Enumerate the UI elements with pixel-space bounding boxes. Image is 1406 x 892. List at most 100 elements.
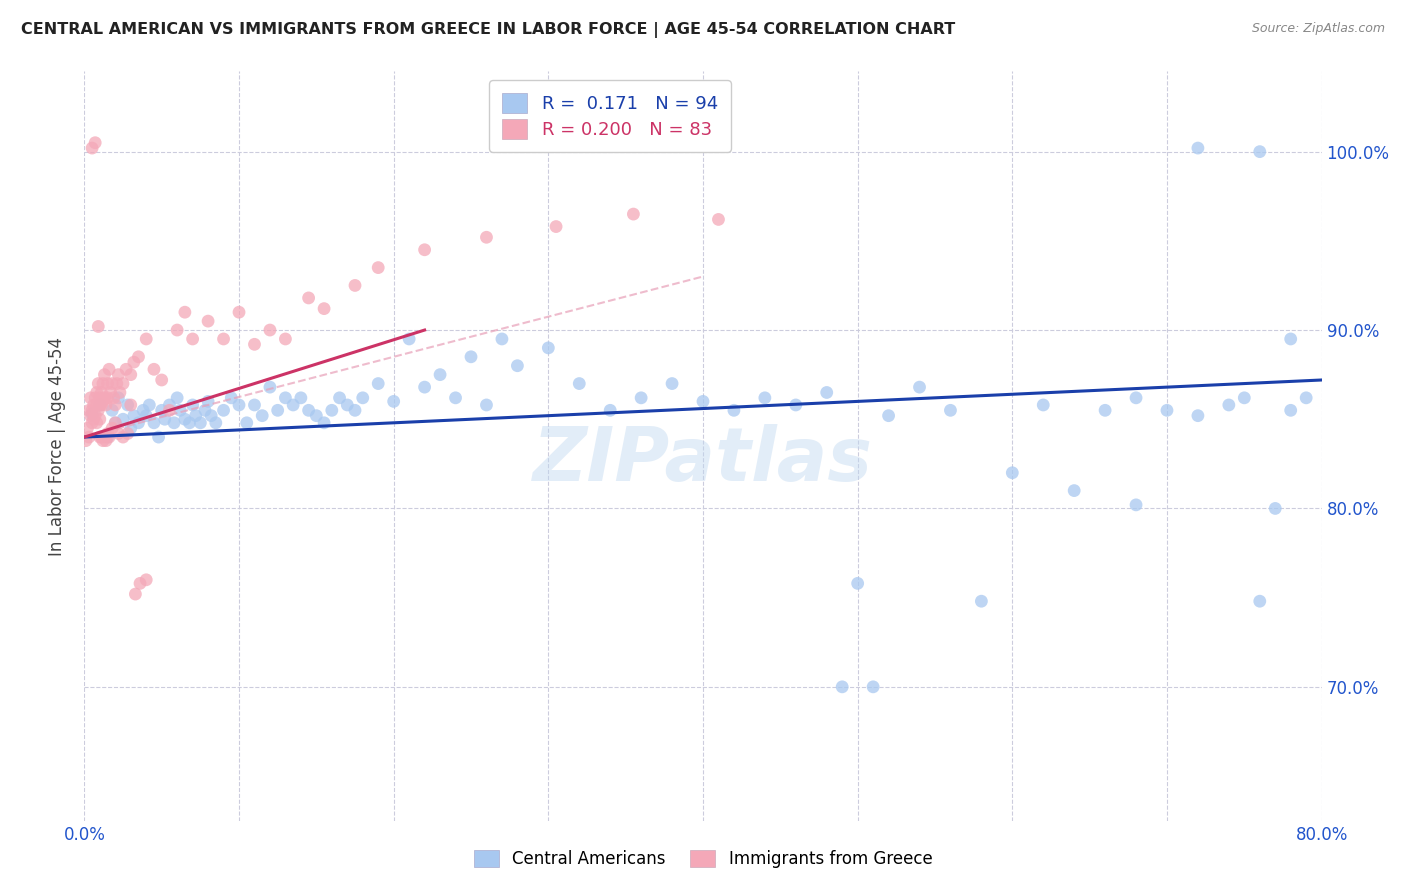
Point	[96, 430, 118, 444]
Point	[91, 394, 114, 409]
Point	[707, 212, 730, 227]
Point	[274, 391, 297, 405]
Point	[98, 430, 121, 444]
Point	[328, 391, 352, 405]
Point	[82, 403, 104, 417]
Point	[179, 416, 201, 430]
Point	[228, 398, 250, 412]
Point	[148, 430, 170, 444]
Point	[159, 403, 180, 417]
Point	[122, 409, 145, 423]
Point	[91, 376, 114, 391]
Point	[1295, 391, 1317, 405]
Point	[124, 587, 146, 601]
Point	[77, 430, 100, 444]
Point	[194, 403, 217, 417]
Point	[159, 398, 180, 412]
Point	[132, 403, 155, 417]
Point	[112, 430, 135, 444]
Point	[84, 391, 107, 405]
Point	[1249, 145, 1271, 159]
Point	[846, 576, 869, 591]
Point	[150, 403, 173, 417]
Point	[120, 398, 142, 412]
Point	[692, 394, 714, 409]
Point	[107, 426, 129, 441]
Point	[138, 398, 160, 412]
Point	[89, 398, 111, 412]
Point	[150, 373, 173, 387]
Point	[82, 141, 104, 155]
Legend: Central Americans, Immigrants from Greece: Central Americans, Immigrants from Greec…	[467, 843, 939, 875]
Point	[117, 398, 139, 412]
Point	[143, 416, 166, 430]
Point	[831, 680, 853, 694]
Point	[506, 359, 529, 373]
Point	[86, 385, 108, 400]
Point	[235, 416, 259, 430]
Point	[104, 416, 127, 430]
Point	[336, 398, 359, 412]
Point	[101, 421, 124, 435]
Point	[877, 409, 900, 423]
Point	[205, 416, 228, 430]
Point	[352, 391, 374, 405]
Point	[321, 403, 343, 417]
Point	[76, 421, 98, 435]
Point	[135, 573, 157, 587]
Point	[491, 332, 513, 346]
Point	[200, 409, 222, 423]
Point	[1233, 391, 1256, 405]
Point	[188, 416, 211, 430]
Point	[212, 403, 235, 417]
Point	[259, 380, 281, 394]
Point	[460, 350, 482, 364]
Point	[94, 398, 117, 412]
Point	[197, 394, 219, 409]
Point	[87, 403, 110, 417]
Point	[166, 391, 188, 405]
Point	[970, 594, 993, 608]
Point	[1125, 498, 1147, 512]
Point	[82, 407, 104, 421]
Point	[429, 368, 451, 382]
Point	[312, 416, 335, 430]
Point	[120, 421, 142, 435]
Point	[89, 391, 111, 405]
Point	[89, 430, 111, 444]
Point	[75, 434, 97, 448]
Point	[86, 398, 108, 412]
Point	[93, 368, 115, 382]
Point	[90, 385, 112, 400]
Point	[98, 362, 121, 376]
Point	[93, 430, 115, 444]
Point	[112, 376, 135, 391]
Legend: R =  0.171   N = 94, R = 0.200   N = 83: R = 0.171 N = 94, R = 0.200 N = 83	[489, 80, 731, 152]
Point	[475, 230, 498, 244]
Point	[568, 376, 591, 391]
Point	[135, 409, 157, 423]
Point	[91, 434, 114, 448]
Point	[343, 403, 366, 417]
Point	[1094, 403, 1116, 417]
Point	[79, 409, 101, 423]
Point	[621, 207, 644, 221]
Point	[259, 323, 281, 337]
Point	[1218, 398, 1240, 412]
Point	[101, 403, 124, 417]
Point	[127, 416, 149, 430]
Point	[367, 376, 389, 391]
Point	[382, 394, 405, 409]
Point	[181, 398, 204, 412]
Point	[96, 376, 118, 391]
Point	[120, 368, 142, 382]
Point	[274, 332, 297, 346]
Point	[398, 332, 420, 346]
Point	[243, 398, 266, 412]
Point	[153, 412, 176, 426]
Point	[1279, 403, 1302, 417]
Point	[115, 362, 138, 376]
Point	[537, 341, 560, 355]
Point	[143, 362, 166, 376]
Point	[243, 337, 266, 351]
